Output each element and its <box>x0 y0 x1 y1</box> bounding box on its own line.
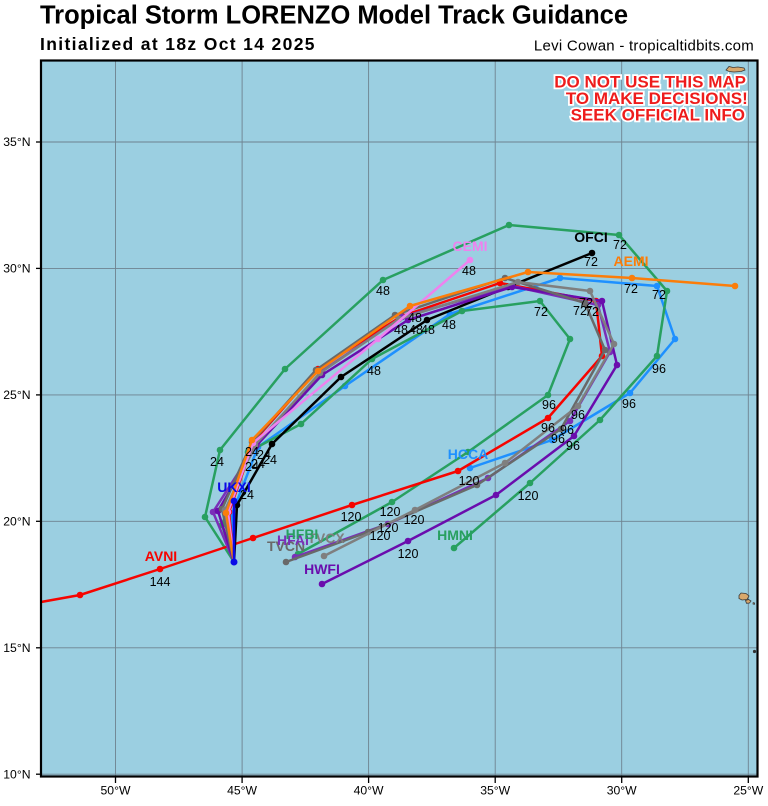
svg-text:50°W: 50°W <box>101 784 131 798</box>
svg-text:120: 120 <box>398 547 419 561</box>
svg-text:96: 96 <box>541 421 555 435</box>
svg-text:TO MAKE DECISIONS!: TO MAKE DECISIONS! <box>566 89 748 108</box>
svg-text:TVCN: TVCN <box>267 538 305 554</box>
svg-text:AEMI: AEMI <box>614 253 649 269</box>
svg-text:35°N: 35°N <box>3 135 30 149</box>
svg-text:120: 120 <box>380 505 401 519</box>
svg-text:96: 96 <box>571 408 585 422</box>
svg-text:24: 24 <box>210 455 224 469</box>
svg-text:Initialized at 18z Oct 14 2025: Initialized at 18z Oct 14 2025 <box>40 34 316 54</box>
svg-text:24: 24 <box>251 457 265 471</box>
svg-text:144: 144 <box>150 575 171 589</box>
svg-text:30°N: 30°N <box>3 262 30 276</box>
svg-text:HFAI: HFAI <box>277 532 309 548</box>
svg-text:24: 24 <box>245 460 259 474</box>
svg-text:72: 72 <box>585 305 599 319</box>
svg-text:72: 72 <box>573 304 587 318</box>
svg-text:48: 48 <box>409 323 423 337</box>
svg-text:25°N: 25°N <box>3 388 30 402</box>
svg-text:96: 96 <box>542 398 556 412</box>
svg-text:96: 96 <box>560 423 574 437</box>
svg-text:72: 72 <box>652 288 666 302</box>
svg-text:10°N: 10°N <box>3 767 30 781</box>
svg-text:AVNI: AVNI <box>145 548 177 564</box>
svg-text:24: 24 <box>263 453 277 467</box>
svg-text:SEEK OFFICIAL INFO: SEEK OFFICIAL INFO <box>571 105 745 124</box>
svg-text:20°N: 20°N <box>3 515 30 529</box>
svg-text:120: 120 <box>370 529 391 543</box>
svg-text:72: 72 <box>534 305 548 319</box>
svg-text:OFCI: OFCI <box>574 229 607 245</box>
svg-text:48: 48 <box>367 364 381 378</box>
svg-text:96: 96 <box>551 432 565 446</box>
svg-text:HWFI: HWFI <box>304 561 340 577</box>
svg-text:120: 120 <box>459 474 480 488</box>
svg-text:72: 72 <box>613 238 627 252</box>
svg-text:30°W: 30°W <box>607 784 637 798</box>
svg-text:48: 48 <box>408 311 422 325</box>
svg-text:24: 24 <box>245 445 259 459</box>
svg-text:Levi Cowan - tropicaltidbits.c: Levi Cowan - tropicaltidbits.com <box>534 38 754 55</box>
svg-text:24: 24 <box>240 488 254 502</box>
svg-text:HMNI: HMNI <box>437 527 473 543</box>
svg-text:40°W: 40°W <box>354 784 384 798</box>
svg-text:72: 72 <box>579 296 593 310</box>
svg-text:72: 72 <box>584 255 598 269</box>
svg-text:48: 48 <box>394 323 408 337</box>
svg-text:120: 120 <box>378 521 399 535</box>
svg-text:35°W: 35°W <box>480 784 510 798</box>
svg-text:120: 120 <box>341 510 362 524</box>
svg-text:24: 24 <box>257 448 271 462</box>
svg-text:UKXI: UKXI <box>217 479 250 495</box>
svg-text:120: 120 <box>518 489 539 503</box>
svg-text:TVCX: TVCX <box>307 530 345 546</box>
svg-text:72: 72 <box>624 282 638 296</box>
svg-text:48: 48 <box>442 318 456 332</box>
svg-text:25°W: 25°W <box>733 784 763 798</box>
svg-text:48: 48 <box>376 284 390 298</box>
svg-text:120: 120 <box>404 513 425 527</box>
svg-text:HCCA: HCCA <box>448 446 488 462</box>
svg-text:48: 48 <box>421 323 435 337</box>
svg-text:48: 48 <box>462 264 476 278</box>
svg-text:Tropical Storm LORENZO Model T: Tropical Storm LORENZO Model Track Guida… <box>40 2 628 30</box>
svg-text:96: 96 <box>566 439 580 453</box>
svg-text:HFBI: HFBI <box>286 526 319 542</box>
svg-text:15°N: 15°N <box>3 641 30 655</box>
svg-text:45°W: 45°W <box>227 784 257 798</box>
svg-text:CEMI: CEMI <box>453 238 488 254</box>
svg-text:96: 96 <box>652 362 666 376</box>
svg-text:DO NOT USE THIS MAP: DO NOT USE THIS MAP <box>554 72 746 91</box>
svg-text:96: 96 <box>622 397 636 411</box>
